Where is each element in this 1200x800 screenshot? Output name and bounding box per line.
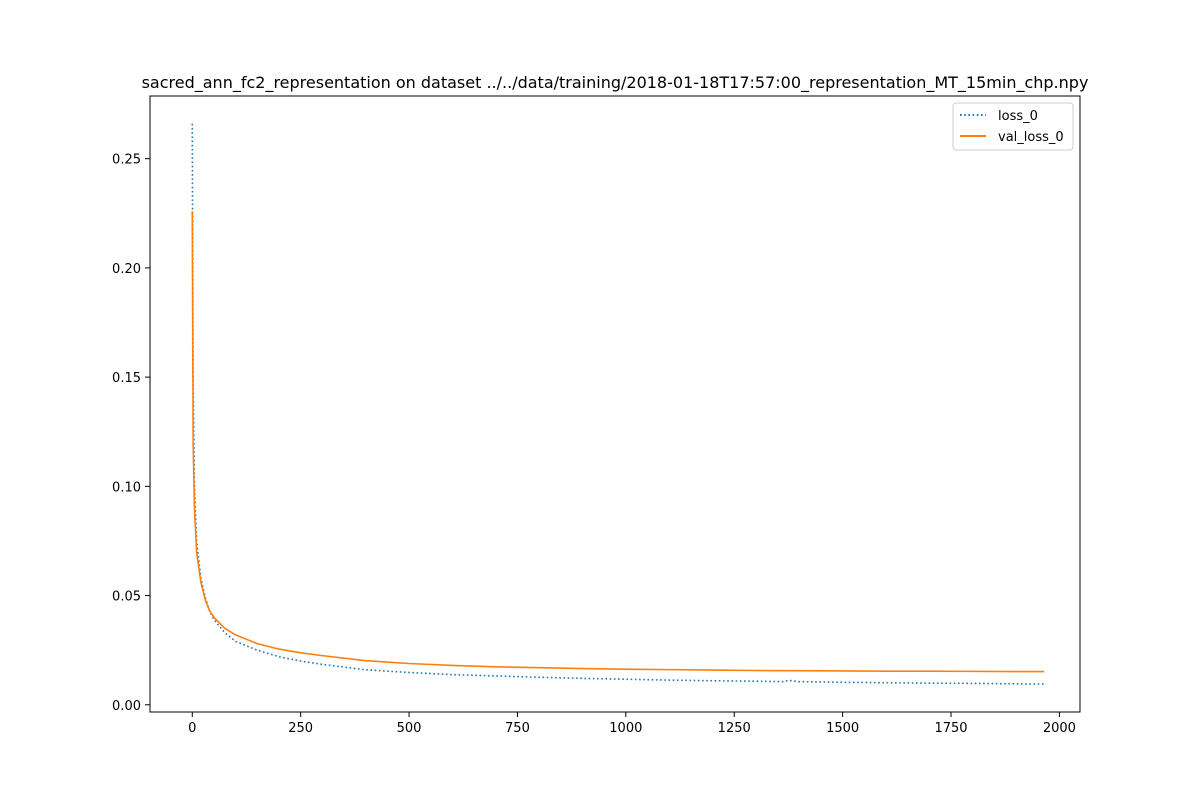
legend-label-val-loss: val_loss_0 [998, 130, 1064, 145]
plot-series-group [191, 123, 1045, 685]
series-line-val-loss-0 [191, 211, 1045, 673]
x-tick-label: 250 [288, 721, 313, 736]
x-tick-label: 1000 [609, 721, 642, 736]
x-tick-label: 2000 [1043, 721, 1076, 736]
y-tick-label: 0.20 [112, 262, 141, 277]
y-tick-label: 0.05 [112, 590, 141, 605]
x-tick-label: 750 [505, 721, 530, 736]
legend: loss_0 val_loss_0 [952, 102, 1074, 151]
x-tick-label: 1750 [934, 721, 967, 736]
y-axis-ticks: 0.00 0.05 0.10 0.15 0.20 0.25 [112, 153, 150, 714]
x-tick-label: 0 [188, 721, 196, 736]
x-tick-label: 500 [397, 721, 422, 736]
y-tick-label: 0.25 [112, 153, 141, 168]
chart-title: sacred_ann_fc2_representation on dataset… [142, 73, 1089, 93]
plot-area-frame [149, 95, 1081, 713]
legend-box [952, 102, 1074, 151]
legend-label-loss: loss_0 [998, 109, 1038, 124]
x-tick-label: 1250 [718, 721, 751, 736]
y-tick-label: 0.00 [112, 699, 141, 714]
x-axis-ticks: 0 250 500 750 1000 1250 1500 1750 2000 [188, 712, 1076, 736]
y-tick-label: 0.15 [112, 371, 141, 386]
y-tick-label: 0.10 [112, 480, 141, 495]
x-tick-label: 1500 [826, 721, 859, 736]
